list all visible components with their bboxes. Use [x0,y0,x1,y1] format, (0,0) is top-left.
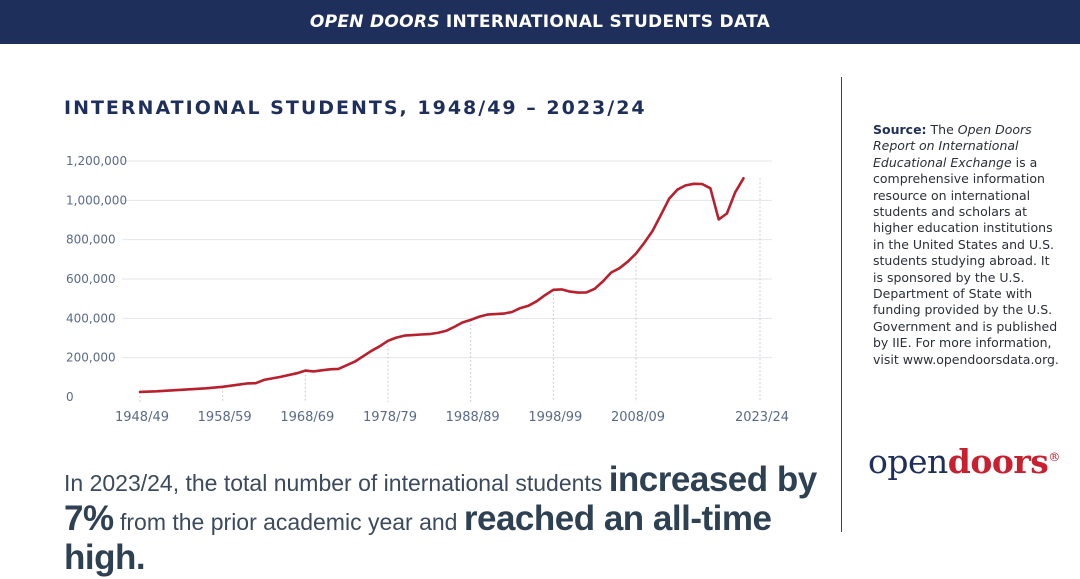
logo-doors: doors [947,442,1049,481]
series-layer [138,177,745,394]
y-tick-label: 200,000 [66,351,116,365]
y-tick-label: 600,000 [66,272,116,286]
source-text-2: is a comprehensive information resource … [873,154,1059,367]
x-tick-label: 1948/49 [115,410,169,425]
x-tick-label: 2008/09 [611,410,665,425]
open-doors-logo: opendoors® [868,442,1060,481]
summary-text-1: In 2023/24, the total number of internat… [64,470,609,496]
y-tick-label: 800,000 [66,233,116,247]
header-banner: OPEN DOORS INTERNATIONAL STUDENTS DATA [0,0,1080,44]
line-chart: 0 200,000 400,000 600,000 800,000 1,000,000 1,… [66,154,789,425]
x-tick-label: 1998/99 [528,410,582,425]
summary-statement: In 2023/24, the total number of internat… [64,462,824,579]
x-tick-label: 1988/89 [446,410,500,425]
y-axis-ticks: 0 200,000 400,000 600,000 800,000 1,000,000 1,… [66,154,127,404]
banner-title: INTERNATIONAL STUDENTS DATA [445,12,771,32]
source-text-1: The [926,122,958,137]
source-label: Source: [873,122,927,137]
x-tick-label: 1968/69 [280,410,334,425]
x-tick-label: 2023/24 [735,410,789,425]
logo-registered: ® [1048,450,1060,464]
x-tick-label: 1978/79 [363,410,417,425]
banner-title-italic: OPEN DOORS [309,12,440,32]
summary-highlight-1: increased by 7% [64,460,817,538]
y-tick-label: 1,200,000 [66,154,127,168]
y-tick-label: 0 [66,390,74,404]
logo-open: open [868,442,948,481]
x-guide-lines [139,178,761,402]
summary-text-2: from the prior academic year and [113,509,464,535]
chart-title: INTERNATIONAL STUDENTS, 1948/49 – 2023/2… [64,97,647,119]
series-line-0 [138,177,745,394]
source-report-title: Open Doors Report on International Educa… [873,122,1032,170]
x-axis-ticks: 1948/49 1958/59 1968/69 1978/79 1988/89 1998/… [115,410,789,425]
vertical-divider [841,77,842,532]
x-tick-label: 1958/59 [198,410,252,425]
y-tick-label: 400,000 [66,311,116,325]
y-tick-label: 1,000,000 [66,193,127,207]
source-note: Source: The Open Doors Report on Interna… [873,122,1063,368]
grid-lines [122,160,772,359]
